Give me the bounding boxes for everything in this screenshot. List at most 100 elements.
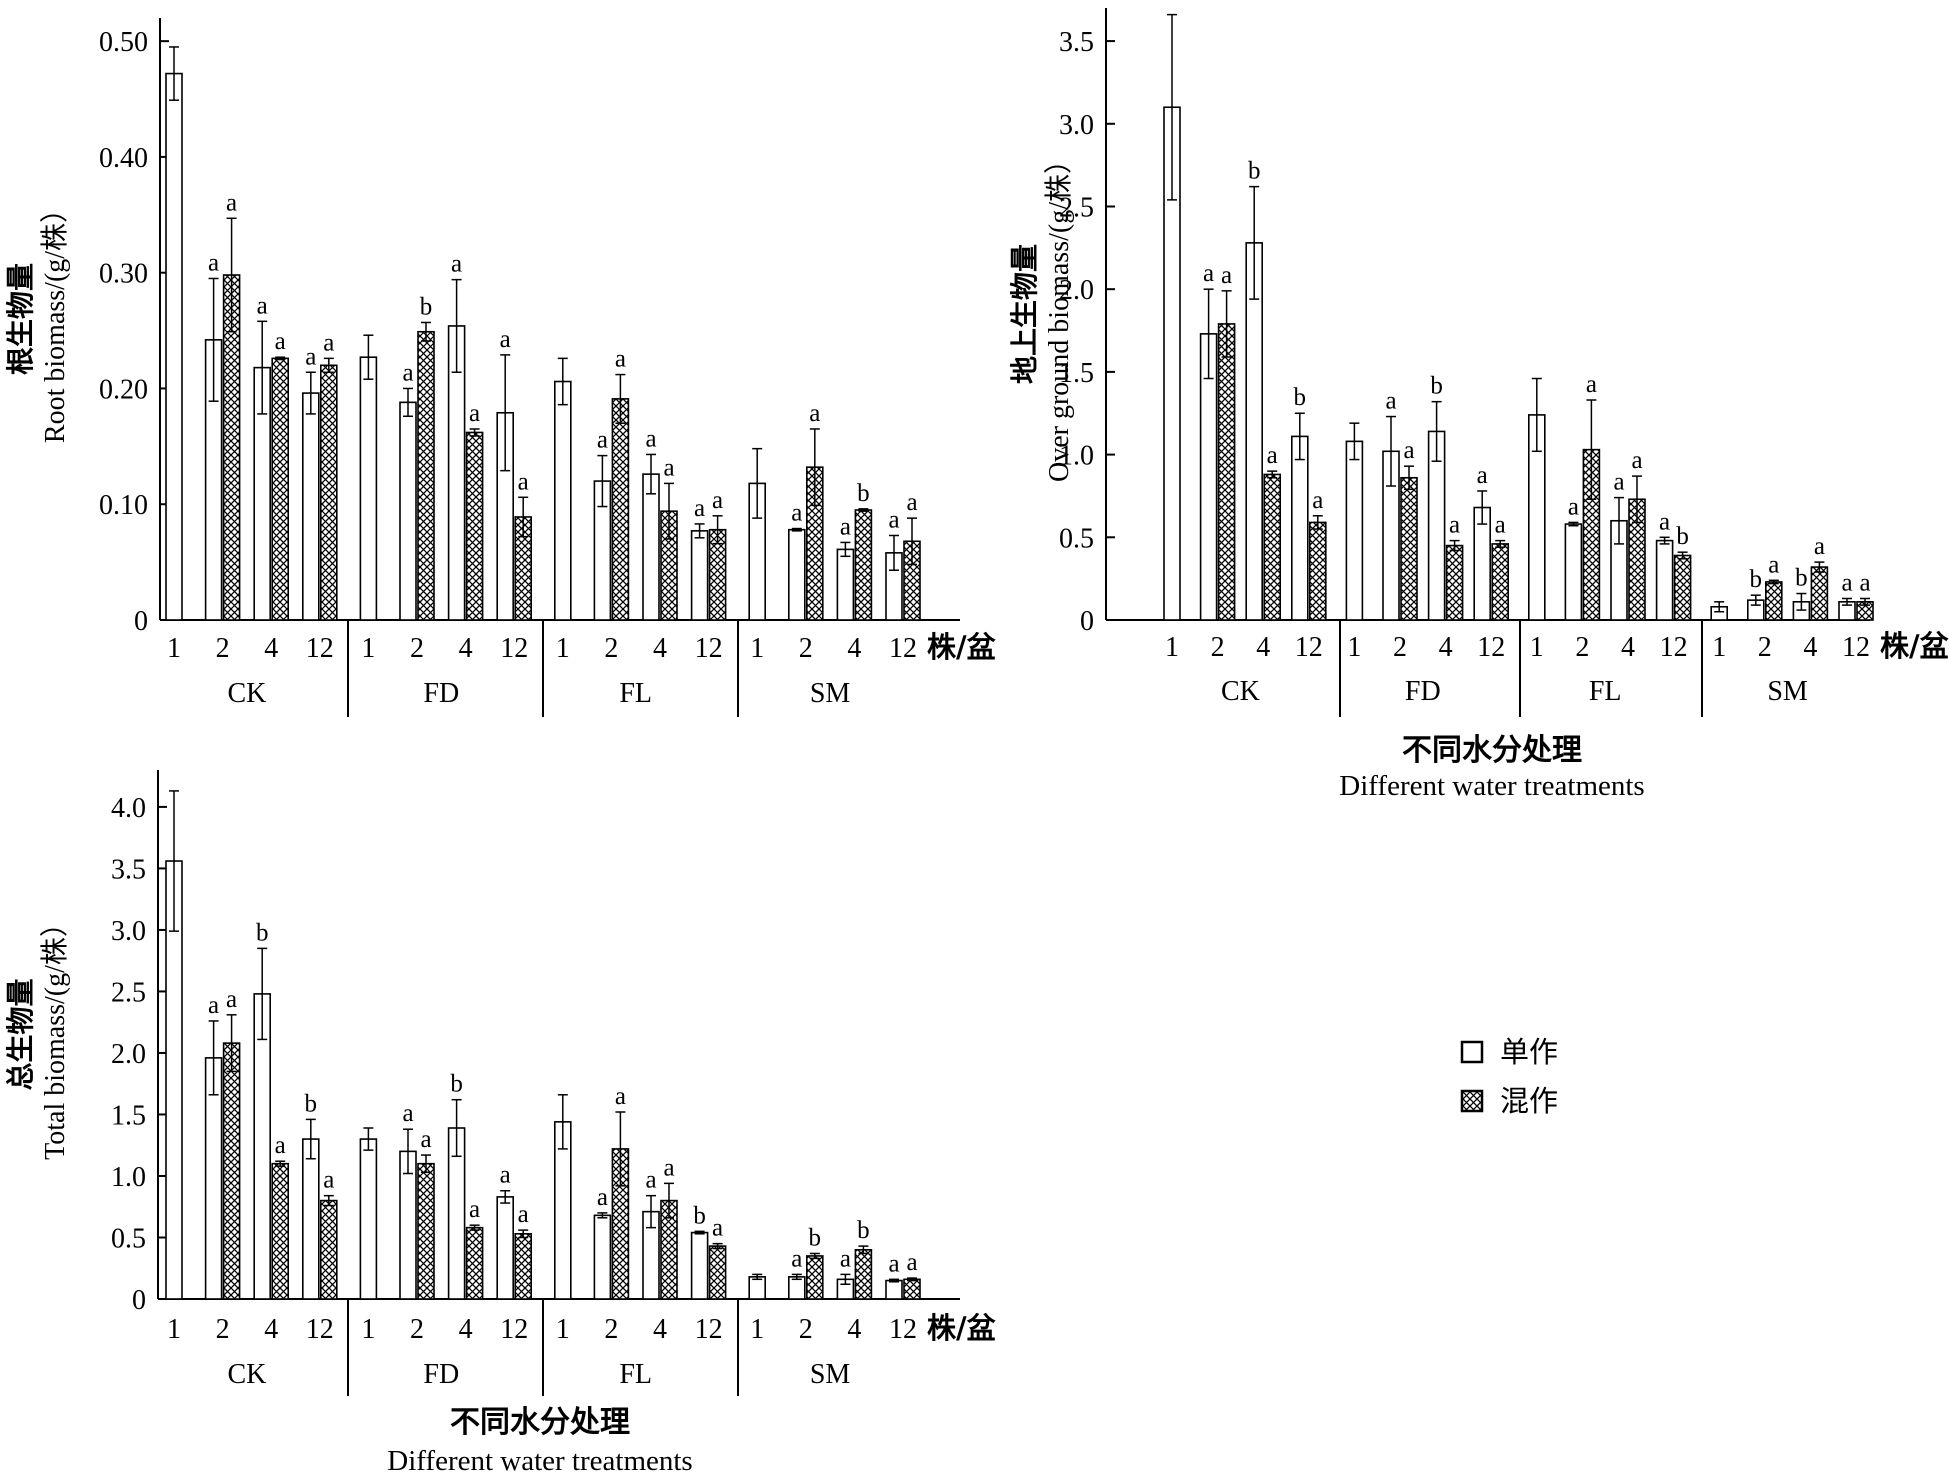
significance-label: a [1312,487,1323,514]
density-tick-label: 4 [847,633,861,664]
mix-bar [854,509,873,621]
total-biomass-chart: 0 0.5 1.0 1.5 2.0 2.5 3.0 3.5 4.0 总生物量 Total bioma… [4,770,997,1476]
y-tick-label: 1.0 [111,1162,146,1193]
significance-label: a [888,1250,899,1277]
significance-label: a [840,513,851,540]
significance-label: a [500,326,511,353]
density-tick-label: 4 [264,1314,278,1345]
significance-label: a [712,1215,723,1242]
significance-label: b [305,1090,318,1117]
group-label: FL [619,678,652,709]
y-tick-label: 3.0 [111,916,146,947]
mix-bar [1491,543,1509,621]
significance-label: a [597,1184,608,1211]
mix-bar [805,1255,824,1300]
significance-label: a [791,1245,802,1272]
density-tick-label: 1 [750,1314,764,1345]
density-tick-label: 1 [750,633,764,664]
density-tick-label: 4 [653,633,667,664]
significance-label: b [420,293,433,320]
density-tick-label: 2 [410,633,424,664]
mono-bar [748,1276,767,1300]
density-tick-label: 12 [889,1314,917,1345]
mono-bar [787,528,806,621]
significance-label: a [518,1201,529,1228]
y-axis-label-en: Root biomass/(g/株） [39,195,71,443]
significance-label: a [1267,442,1278,469]
significance-label: a [257,292,268,319]
density-tick-label: 4 [1803,632,1817,663]
density-tick-label: 2 [1393,632,1407,663]
significance-label: a [275,1132,286,1159]
density-tick-label: 1 [1530,632,1544,663]
mono-bar [787,1276,806,1300]
density-tick-label: 2 [1211,632,1225,663]
significance-label: a [1495,512,1506,539]
significance-label: a [1841,569,1852,596]
density-tick-label: 12 [306,1314,334,1345]
significance-label: a [615,1083,626,1110]
density-tick-label: 12 [1295,632,1323,663]
mix-bar [708,1245,727,1300]
significance-label: b [256,919,269,946]
mono-bar [301,392,320,621]
density-tick-label: 4 [847,1314,861,1345]
significance-label: a [1477,462,1488,489]
mono-bar [1345,440,1364,621]
legend: 单作 混作 [1460,1035,1558,1118]
mono-bar [496,1196,515,1300]
density-tick-label: 2 [410,1314,424,1345]
density-tick-label: 4 [264,633,278,664]
significance-label: a [840,1245,851,1272]
density-unit-label: 株/盆 [1880,629,1949,663]
significance-label: a [1768,551,1779,578]
x-axis-label-en: Different water treatments [387,1445,692,1476]
y-axis-label-en: Over ground biomass/(g/株） [1043,146,1075,482]
group-label: CK [227,678,266,709]
group-label: FD [423,678,459,709]
density-tick-label: 2 [604,633,618,664]
significance-label: a [663,1154,674,1181]
mix-bar [903,1278,921,1300]
mono-bar [1655,539,1674,621]
y-tick-label: 0.40 [99,143,148,174]
y-tick-label: 4.0 [111,793,146,824]
significance-label: a [663,454,674,481]
density-tick-label: 1 [556,633,570,664]
significance-label: b [1750,566,1763,593]
mono-bar [399,401,417,621]
significance-label: a [1613,469,1624,496]
y-tick-label: 3.0 [1059,110,1094,141]
density-tick-label: 4 [1439,632,1453,663]
significance-label: a [597,427,608,454]
density-tick-label: 4 [459,633,473,664]
significance-label: b [1248,158,1261,185]
density-tick-label: 12 [500,1314,528,1345]
density-tick-label: 2 [216,1314,230,1345]
mix-bar [854,1248,873,1300]
significance-label: a [888,506,899,533]
density-tick-label: 4 [459,1314,473,1345]
significance-label: a [1631,447,1642,474]
mono-bar [690,1231,709,1300]
density-tick-label: 2 [799,633,813,664]
mono-bar [885,1279,903,1300]
significance-label: a [1221,262,1232,289]
density-tick-label: 1 [1712,632,1726,663]
mix-bar [611,398,630,621]
y-tick-label: 0 [1080,606,1094,637]
significance-label: a [469,400,480,427]
mix-bar [1673,554,1692,621]
significance-label: a [645,425,656,452]
mix-bar [1217,323,1236,621]
significance-label: b [1676,523,1689,550]
density-tick-label: 1 [167,1314,181,1345]
density-tick-label: 1 [167,633,181,664]
y-axis-label-cn: 根生物量 [4,263,37,375]
significance-label: b [1294,384,1307,411]
density-tick-label: 4 [653,1314,667,1345]
density-tick-label: 12 [1477,632,1505,663]
mix-bar [1263,473,1281,621]
mono-bar [593,1214,612,1300]
mix-bar [1810,566,1829,621]
